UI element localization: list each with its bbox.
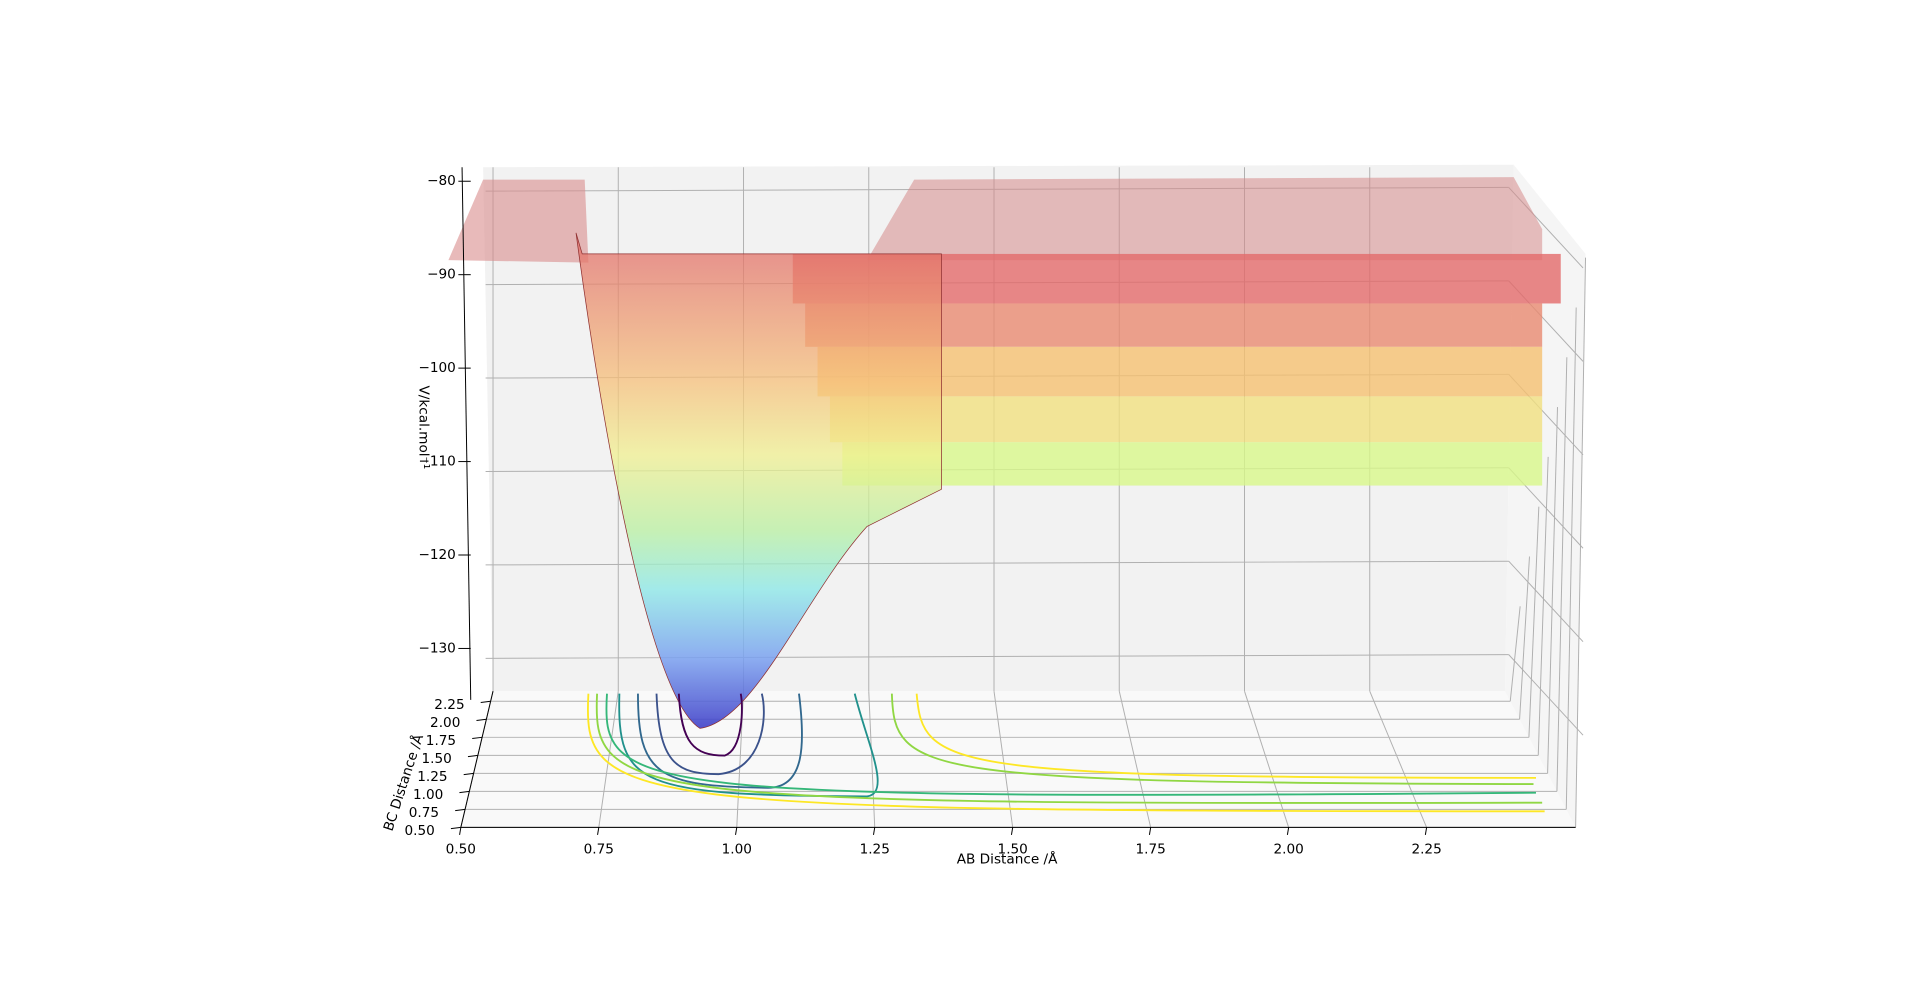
grid-line (1508, 560, 1584, 643)
surface-well (575, 232, 942, 729)
grid-line (1547, 407, 1559, 774)
y-tick-label: 2.25 (434, 697, 464, 713)
y-tick-label: 0.50 (404, 823, 434, 839)
y-tick-label: 1.75 (426, 733, 456, 749)
z-tick-label: −100 (418, 360, 455, 376)
grid-line (1519, 556, 1530, 720)
x-tick (1010, 827, 1014, 835)
contour (618, 693, 879, 798)
grid-line (1508, 654, 1584, 736)
surface-band (829, 396, 1543, 443)
x-tick (873, 827, 876, 835)
y-tick (472, 736, 483, 740)
x-tick-label: 1.50 (998, 842, 1028, 858)
z-tick-label: −130 (418, 640, 455, 656)
contour (890, 693, 1534, 786)
y-tick (459, 790, 470, 794)
x-tick-label: 1.00 (722, 842, 752, 858)
contour (637, 693, 803, 789)
z-axis-line (461, 167, 472, 700)
contour (586, 693, 1545, 813)
grid-line (1575, 257, 1587, 828)
y-tick-label: 2.00 (430, 715, 460, 731)
x-tick-label: 0.50 (446, 842, 476, 858)
grid-line (1244, 691, 1290, 828)
grid-line (485, 654, 1509, 659)
y-tick-label: 0.75 (409, 805, 439, 821)
floor-pane (460, 691, 1576, 828)
y-tick-label: 1.50 (422, 751, 452, 767)
z-axis-label: V/kcal.mol⁻¹ (416, 385, 432, 469)
y-tick (463, 772, 474, 776)
grid-line (1537, 456, 1549, 756)
contour (595, 693, 1543, 804)
y-tick-label: 1.00 (413, 787, 443, 803)
y-tick (476, 718, 487, 722)
contour (915, 693, 1536, 779)
x-tick (459, 827, 462, 835)
grid-line (1118, 691, 1152, 828)
grid-line (993, 691, 1014, 828)
grid-line (1556, 357, 1568, 792)
grid-line (1509, 606, 1521, 702)
x-tick (735, 827, 738, 835)
grid-line (1369, 690, 1428, 828)
x-tick-label: 1.25 (860, 842, 890, 858)
x-tick (597, 827, 600, 835)
x-tick-label: 1.75 (1136, 842, 1166, 858)
z-tick-label: −90 (427, 267, 456, 283)
grid-line (1565, 307, 1577, 810)
y-axis-line (460, 691, 494, 828)
y-tick (467, 754, 478, 758)
x-axis-label: AB Distance /Å (957, 851, 1058, 868)
surface-plateau (867, 177, 1543, 261)
x-tick (1148, 827, 1152, 835)
contour (605, 693, 1536, 796)
y-tick (480, 700, 491, 703)
grid-line (1528, 506, 1540, 738)
z-tick-label: −80 (427, 173, 456, 189)
x-tick-label: 2.00 (1273, 842, 1303, 858)
surface-plateau (448, 179, 589, 263)
grid-line (598, 691, 619, 828)
x-tick (1424, 827, 1428, 835)
y-tick (455, 808, 466, 812)
surface (448, 177, 1561, 729)
contour (677, 693, 743, 757)
z-tick-label: −110 (418, 454, 455, 470)
x-tick (1286, 827, 1290, 835)
x-tick-label: 0.75 (584, 842, 614, 858)
y-tick-label: 1.25 (417, 769, 447, 785)
contour (655, 693, 765, 776)
y-tick (450, 826, 461, 830)
surface-band (842, 442, 1543, 486)
z-tick-label: −120 (418, 547, 455, 563)
x-tick-label: 2.25 (1411, 842, 1441, 858)
contours (586, 693, 1545, 813)
